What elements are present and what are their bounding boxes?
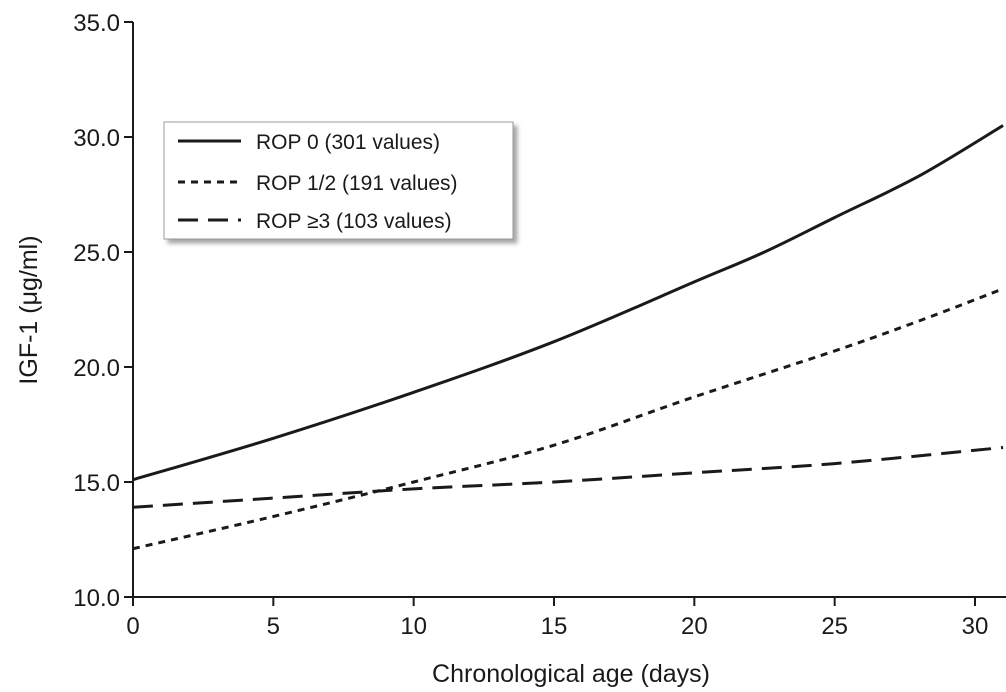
x-axis-ticks: 0 5 10 15 20 25 30 [126,597,988,640]
legend-label-rop3: ROP ≥3 (103 values) [256,210,452,233]
series-line-rop3 [133,446,1004,509]
y-tick-label: 20.0 [73,355,120,382]
series-line-rop12 [133,287,1004,551]
y-tick-label: 10.0 [73,585,120,612]
x-tick-label: 20 [681,613,708,640]
x-tick-label: 15 [541,613,568,640]
legend-label-rop0: ROP 0 (301 values) [256,131,440,154]
x-tick-label: 10 [400,613,427,640]
x-tick-label: 25 [821,613,848,640]
x-axis-title: Chronological age (days) [432,660,710,688]
y-tick-label: 30.0 [73,125,120,152]
x-tick-label: 0 [126,613,139,640]
y-tick-label: 35.0 [73,10,120,37]
series-lines [133,124,1004,551]
series-line-rop0 [133,124,1004,482]
x-tick-label: 5 [267,613,280,640]
x-tick-label: 30 [962,613,989,640]
y-axis-ticks: 10.0 15.0 20.0 25.0 30.0 35.0 [73,10,133,612]
y-axis-title: IGF-1 (μg/ml) [15,235,43,384]
y-tick-label: 15.0 [73,470,120,497]
legend-label-rop12: ROP 1/2 (191 values) [256,172,458,195]
y-tick-label: 25.0 [73,240,120,267]
legend: ROP 0 (301 values) ROP 1/2 (191 values) … [163,121,514,240]
